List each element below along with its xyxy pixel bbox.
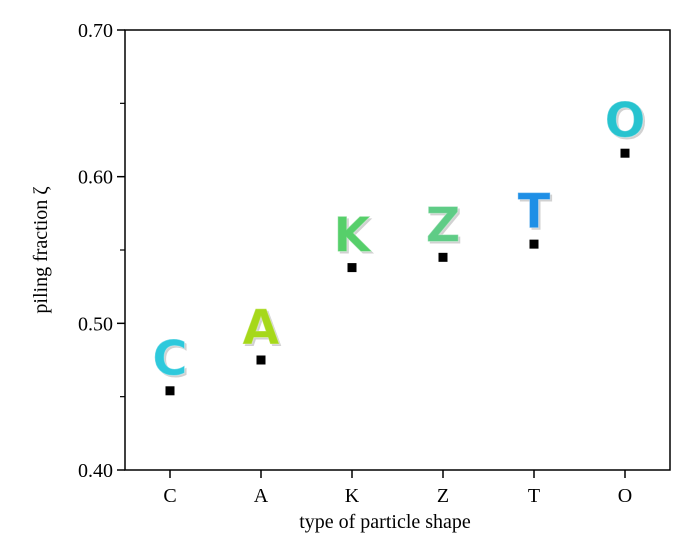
shape-icon-o: O	[605, 93, 646, 149]
shape-icon-shadow: C	[154, 333, 189, 389]
x-tick-label: O	[618, 485, 632, 507]
x-tick-label: Z	[437, 485, 449, 507]
y-axis-label: piling fraction ζ	[30, 186, 52, 313]
x-tick-label: C	[163, 485, 176, 507]
shape-icon-t: T	[518, 184, 551, 240]
data-points	[165, 148, 630, 396]
y-tick-label: 0.60	[78, 167, 113, 189]
shape-icon-k: K	[333, 208, 372, 264]
shape-icon-shadow: K	[335, 210, 374, 266]
shape-icon-a: A	[242, 300, 279, 356]
shape-icon-shadow: A	[244, 302, 281, 358]
y-tick-label: 0.50	[78, 313, 113, 335]
x-tick-label: A	[254, 485, 269, 507]
data-point-k	[347, 263, 357, 273]
shape-icon-shadow: T	[520, 186, 553, 242]
shape-icon-shadow: Z	[428, 199, 463, 255]
y-axis-ticks: 0.40 0.50 0.60 0.70	[78, 20, 125, 482]
y-tick-label: 0.70	[78, 20, 113, 42]
y-tick-label: 0.40	[78, 460, 113, 482]
plot-frame	[124, 29, 671, 471]
x-tick-label: K	[345, 485, 360, 507]
x-tick-label: T	[528, 485, 540, 507]
data-point-a	[256, 355, 266, 365]
data-point-z	[438, 252, 448, 262]
x-axis-label: type of particle shape	[299, 511, 471, 533]
shape-icon-shadow: O	[607, 95, 648, 151]
data-point-c	[165, 386, 175, 396]
data-point-o	[620, 148, 630, 158]
data-point-t	[529, 239, 539, 249]
shape-icon-c: C	[152, 331, 187, 387]
shape-icon-z: Z	[426, 197, 461, 253]
